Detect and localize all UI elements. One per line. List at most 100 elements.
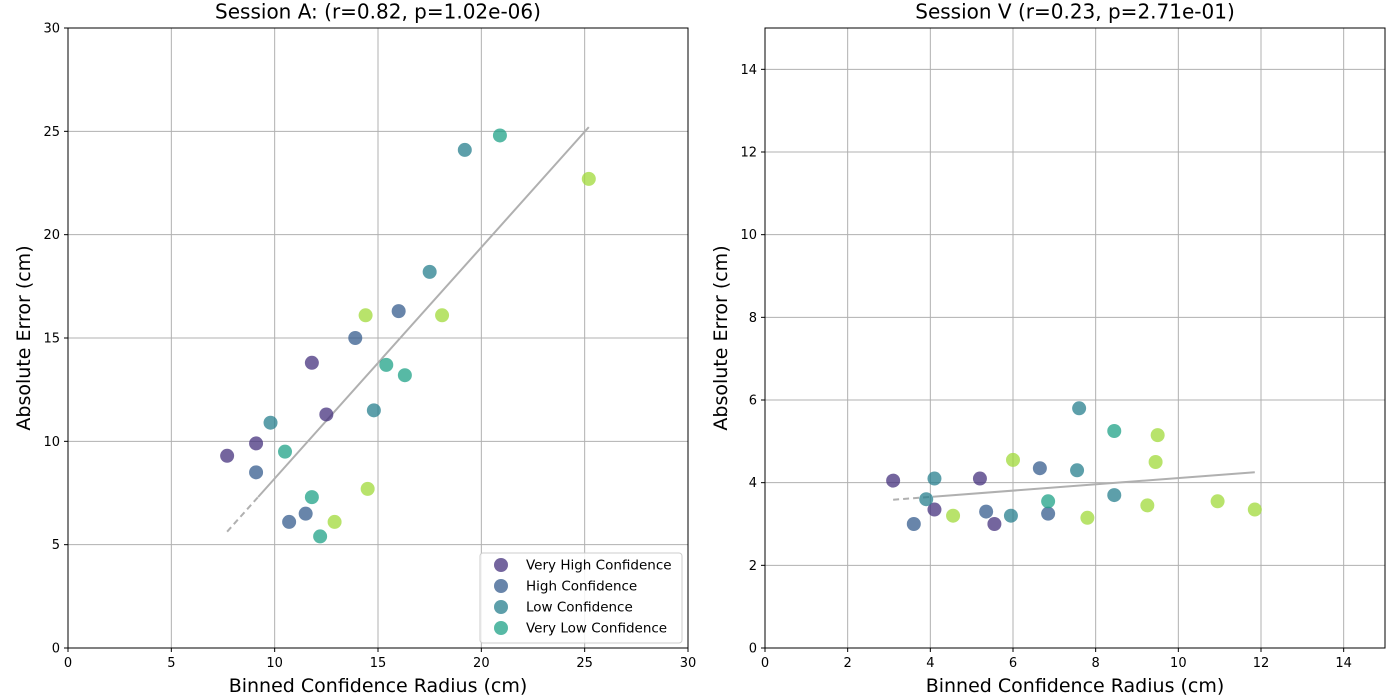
- scatter-point: [327, 514, 342, 529]
- x-tick-label: 15: [370, 656, 387, 671]
- scatter-point: [457, 142, 472, 157]
- scatter-point: [1072, 401, 1087, 416]
- y-tick-label: 0: [52, 642, 60, 657]
- grid: [764, 28, 1385, 649]
- x-axis-label: Binned Confidence Radius (cm): [229, 675, 528, 697]
- y-tick-label: 0: [749, 642, 757, 657]
- x-tick-label: 20: [473, 656, 490, 671]
- scatter-point: [1247, 502, 1262, 517]
- x-tick-label: 4: [926, 656, 934, 671]
- panel-session-v: Session V (r=0.23, p=2.71e-01) Binned Co…: [710, 0, 1386, 697]
- scatter-point: [366, 403, 381, 418]
- x-tick-label: 30: [680, 656, 697, 671]
- scatter-point: [397, 368, 412, 383]
- scatter-point: [304, 490, 319, 505]
- scatter-point: [492, 128, 507, 143]
- scatter-point: [220, 448, 235, 463]
- scatter-point: [919, 492, 934, 507]
- y-tick-label: 10: [740, 228, 757, 243]
- scatter-point: [1080, 510, 1095, 525]
- scatter-point: [313, 529, 328, 544]
- x-tick-label: 10: [1170, 656, 1187, 671]
- legend: Very High Confidence High Confidence Low C…: [479, 552, 683, 644]
- legend-marker: [494, 621, 508, 635]
- scatter-point: [1006, 452, 1020, 467]
- y-tick-label: 25: [43, 125, 60, 140]
- scatter-point: [435, 308, 450, 323]
- y-tick-label: 20: [43, 228, 60, 243]
- y-tick-label: 4: [749, 476, 757, 491]
- scatter-point: [1210, 494, 1225, 509]
- x-tick-label: 8: [1092, 656, 1100, 671]
- x-tick-label: 25: [576, 656, 593, 671]
- scatter-point: [304, 355, 319, 370]
- scatter-point: [987, 517, 1002, 531]
- legend-marker: [494, 579, 508, 593]
- panel-session-a: Session A: (r=0.82, p=1.02e-06) Binned C…: [13, 0, 696, 697]
- scatter-point: [1140, 498, 1155, 513]
- scatter-point: [278, 444, 292, 459]
- x-tick-label: 12: [1253, 656, 1270, 671]
- legend-label: High Confidence: [526, 579, 637, 595]
- chart-title: Session V (r=0.23, p=2.71e-01): [915, 0, 1235, 24]
- y-tick-label: 14: [740, 63, 757, 78]
- scatter-point: [358, 308, 373, 323]
- scatter-point: [1107, 424, 1122, 438]
- scatter-point: [298, 506, 313, 521]
- scatter-point: [1107, 488, 1122, 503]
- x-tick-label: 5: [167, 656, 175, 671]
- y-tick-label: 8: [749, 311, 757, 326]
- legend-marker: [494, 558, 508, 572]
- x-axis-label: Binned Confidence Radius (cm): [926, 675, 1225, 697]
- scatter-point: [979, 504, 994, 519]
- y-tick-label: 12: [740, 146, 757, 161]
- y-tick-label: 2: [749, 559, 757, 574]
- y-tick-label: 15: [43, 332, 60, 347]
- scatter-point: [360, 481, 375, 496]
- scatter-point: [1150, 428, 1165, 443]
- x-tick-label: 10: [266, 656, 283, 671]
- scatter-point: [581, 171, 596, 186]
- x-tick-label: 14: [1335, 656, 1352, 671]
- scatter-point: [1148, 455, 1163, 469]
- scatter-point: [1070, 463, 1085, 478]
- scatter-point: [249, 465, 264, 480]
- legend-label: Low Confidence: [526, 600, 633, 616]
- scatter-point: [263, 415, 278, 430]
- y-tick-label: 5: [52, 538, 60, 553]
- x-tick-label: 0: [761, 656, 769, 671]
- y-axis-label: Absolute Error (cm): [710, 245, 732, 430]
- scatter-point: [1041, 494, 1056, 509]
- x-tick-label: 0: [64, 656, 72, 671]
- y-axis-label: Absolute Error (cm): [13, 245, 35, 430]
- scatter-point: [348, 331, 363, 345]
- x-tick-label: 2: [844, 656, 852, 671]
- y-tick-label: 10: [43, 435, 60, 450]
- trendline-dashed: [226, 496, 259, 533]
- trendline: [257, 126, 590, 498]
- scatter-point: [1041, 506, 1056, 521]
- y-tick-label: 30: [43, 22, 60, 37]
- scatter-point: [319, 407, 334, 422]
- legend-label: Very Low Confidence: [526, 621, 667, 637]
- scatter-point: [927, 471, 942, 486]
- legend-marker: [494, 600, 508, 614]
- legend-label: Very High Confidence: [526, 558, 672, 574]
- trendline: [934, 471, 1255, 498]
- scatter-point: [422, 264, 437, 279]
- x-tick-label: 6: [1009, 656, 1017, 671]
- scatter-point: [972, 471, 987, 486]
- scatter-point: [946, 508, 961, 523]
- y-tick-label: 6: [749, 394, 757, 409]
- scatter-point: [927, 502, 942, 517]
- plot-frame: [764, 27, 1386, 649]
- scatter-point: [886, 473, 901, 488]
- scatter-point: [379, 357, 394, 372]
- legend-box: [479, 552, 683, 644]
- scatter-point: [249, 436, 264, 451]
- chart-title: Session A: (r=0.82, p=1.02e-06): [215, 0, 541, 24]
- scatter-point: [1032, 461, 1047, 476]
- scatter-point: [282, 514, 297, 529]
- scatter-point: [906, 517, 921, 531]
